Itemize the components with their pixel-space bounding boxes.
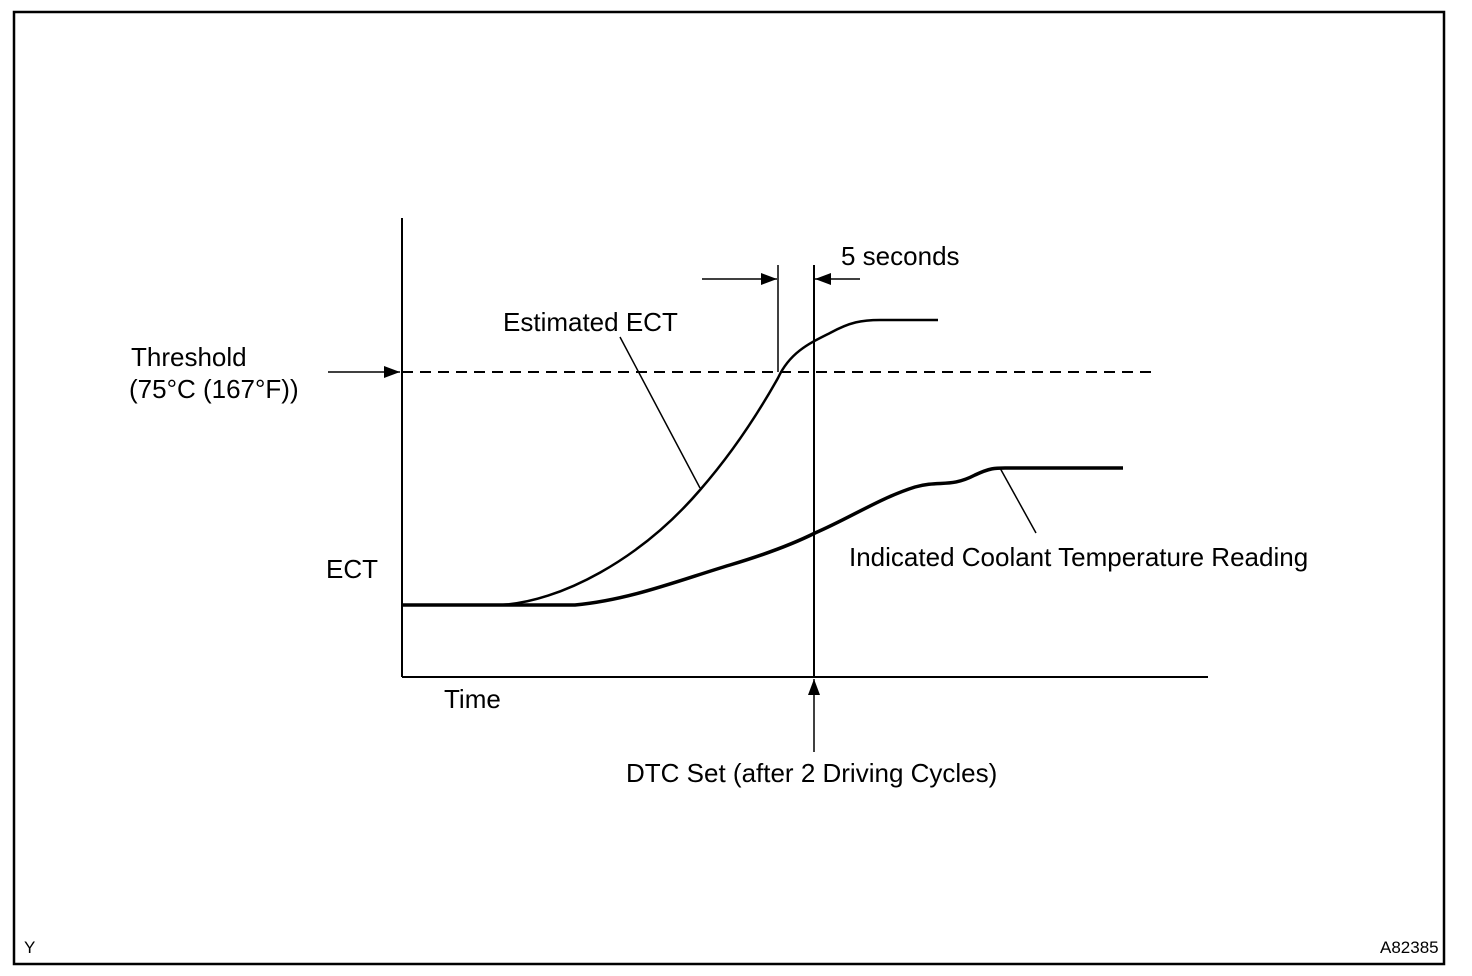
threshold-value-label: (75°C (167°F)) xyxy=(129,374,299,404)
x-axis-label: Time xyxy=(444,684,501,714)
figure-frame xyxy=(12,10,1446,966)
indicated-reading-label: Indicated Coolant Temperature Reading xyxy=(849,542,1308,572)
indicated-coolant-curve xyxy=(402,466,1123,607)
figure-code: A82385 xyxy=(1380,938,1439,957)
five-seconds-label: 5 seconds xyxy=(841,241,960,271)
y-axis-label: ECT xyxy=(326,554,378,584)
threshold-label: Threshold xyxy=(131,342,247,372)
estimated-ect-leader xyxy=(619,336,701,489)
corner-code-left: Y xyxy=(24,938,35,957)
estimated-ect-curve xyxy=(402,318,938,607)
dtc-set-label: DTC Set (after 2 Driving Cycles) xyxy=(626,758,997,788)
indicated-reading-leader xyxy=(999,467,1037,534)
estimated-ect-label: Estimated ECT xyxy=(503,307,678,337)
